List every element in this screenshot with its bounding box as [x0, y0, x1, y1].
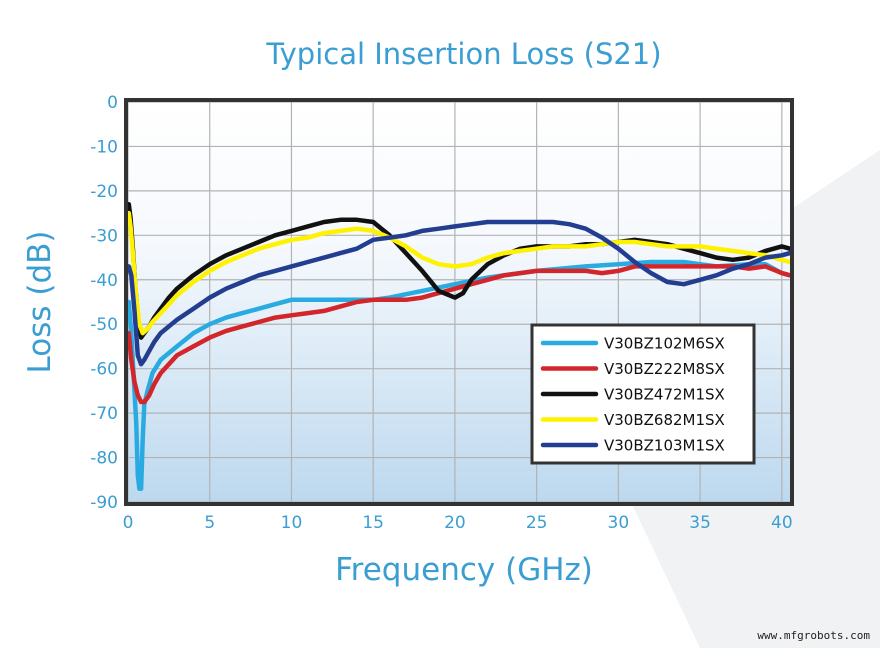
- plot-frame: [124, 98, 794, 506]
- x-tick-label: 20: [444, 513, 466, 533]
- x-tick-label: 40: [771, 513, 793, 533]
- y-tick-label: -80: [90, 449, 118, 469]
- chart-title: Typical Insertion Loss (S21): [265, 37, 661, 71]
- x-tick-label: 35: [689, 513, 711, 533]
- legend-label: V30BZ682M1SX: [604, 411, 725, 429]
- series-lines: [126, 201, 792, 491]
- y-tick-label: -60: [90, 360, 118, 380]
- y-tick-label: -90: [90, 493, 118, 513]
- legend-label: V30BZ472M1SX: [604, 386, 725, 404]
- x-tick-label: 25: [526, 513, 548, 533]
- series-line-V30BZ102M6SX: [126, 259, 792, 491]
- y-tick-labels: 0 -10 -20 -30 -40 -50 -60 -70 -80 -90: [90, 93, 118, 513]
- x-axis-title: Frequency (GHz): [335, 552, 593, 588]
- x-tick-label: 5: [204, 513, 215, 533]
- y-tick-label: -30: [90, 226, 118, 246]
- y-tick-label: -50: [90, 315, 118, 335]
- y-tick-label: -70: [90, 404, 118, 424]
- legend-label: V30BZ103M1SX: [604, 437, 725, 455]
- x-tick-label: 10: [281, 513, 303, 533]
- x-tick-labels: 0 5 10 15 20 25 30 35 40: [123, 513, 793, 533]
- legend-label: V30BZ102M6SX: [604, 335, 725, 353]
- x-tick-label: 30: [608, 513, 630, 533]
- series-line-V30BZ103M1SX: [126, 219, 792, 367]
- watermark: www.mfgrobots.com: [757, 629, 870, 642]
- legend-label: V30BZ222M8SX: [604, 360, 725, 378]
- y-tick-label: 0: [107, 93, 118, 113]
- legend: V30BZ102M6SX V30BZ222M8SX V30BZ472M1SX V30B…: [530, 323, 756, 465]
- y-tick-label: -10: [90, 137, 118, 157]
- series-line-V30BZ222M8SX: [126, 264, 792, 405]
- x-tick-label: 15: [362, 513, 384, 533]
- series-line-V30BZ682M1SX: [126, 210, 792, 336]
- y-tick-label: -40: [90, 271, 118, 291]
- y-axis-title: Loss (dB): [22, 231, 58, 374]
- y-tick-label: -20: [90, 182, 118, 202]
- x-tick-label: 0: [123, 513, 134, 533]
